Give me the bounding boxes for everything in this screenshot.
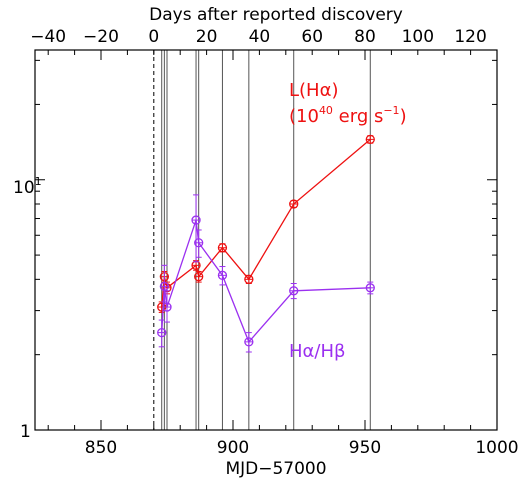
series-label-halpha-lum: L(Hα): [289, 80, 338, 101]
x-tick-label: 850: [85, 438, 117, 458]
plot-frame: [34, 49, 498, 431]
series-line-1: [161, 219, 371, 344]
y-tick-label-10: 101: [13, 175, 42, 198]
y-tick-label-1: 1: [20, 422, 31, 442]
x-tick-label: 900: [217, 438, 249, 458]
top-tick-label: −20: [83, 27, 119, 47]
top-tick-label: 80: [354, 27, 376, 47]
x-axis-title: MJD−57000: [225, 459, 326, 479]
top-tick-label: 0: [148, 27, 159, 47]
series-label-balmer-ratio: Hα/Hβ: [289, 341, 346, 362]
top-tick-label: 100: [402, 27, 434, 47]
top-tick-label: 40: [249, 27, 271, 47]
top-tick-label: 60: [301, 27, 323, 47]
top-tick-label: −40: [30, 27, 66, 47]
x-tick-label: 1000: [475, 438, 518, 458]
series-layer: [157, 134, 375, 353]
top-axis-title: Days after reported discovery: [149, 5, 403, 25]
top-tick-label: 20: [196, 27, 218, 47]
x-tick-label: 950: [349, 438, 381, 458]
series-label-halpha-lum-units: (1040 erg s−1): [289, 104, 407, 127]
axes: 850 900 950 1000 −40 −20 0 20 40 60 80 100 120: [30, 27, 518, 458]
top-tick-label: 120: [454, 27, 486, 47]
